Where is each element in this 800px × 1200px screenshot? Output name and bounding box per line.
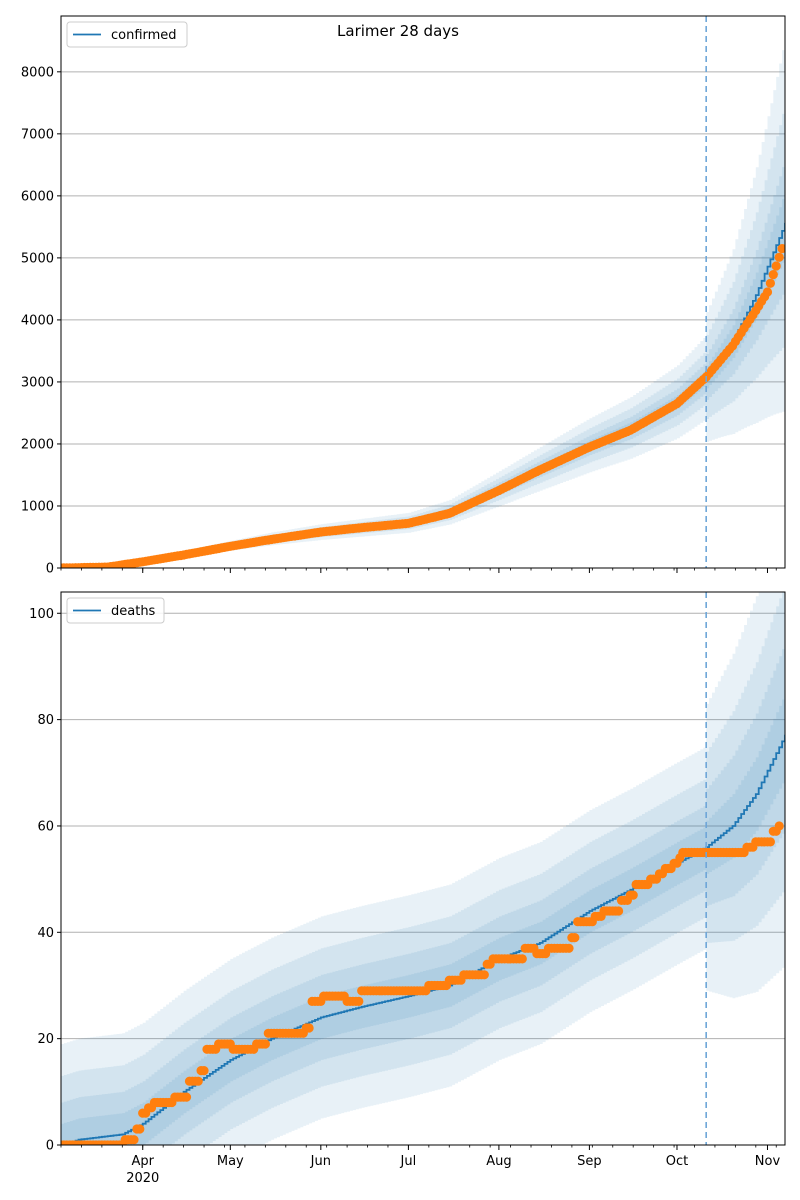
observed-point	[354, 996, 364, 1007]
axes-frame	[60, 15, 786, 569]
observed-point	[777, 244, 785, 254]
axes-frame	[60, 591, 786, 1146]
observed-point	[193, 1076, 203, 1086]
confirmed-panel: 0 1000 2000 3000 4000 5000 6000 7000 8000 confirm…	[21, 15, 786, 577]
observed-point	[129, 1135, 139, 1145]
observed-point	[199, 1066, 209, 1076]
plot-area	[61, 592, 785, 1145]
x-tick-label: May	[217, 1154, 244, 1169]
observed-point	[771, 261, 781, 271]
y-tick-label: 0	[46, 562, 54, 577]
legend: deaths	[66, 597, 165, 624]
deaths-panel: 0 20 40 60 80 100 Apr May Jun Jul Aug Sep Oct Nov 2020…	[29, 591, 786, 1186]
observed-point	[774, 252, 784, 262]
y-tick-label: 0	[46, 1139, 54, 1154]
x-tick-label: Oct	[666, 1154, 688, 1169]
y-tick-label: 80	[37, 713, 54, 728]
x-tick-label: Jun	[310, 1154, 331, 1169]
y-tick-label: 2000	[21, 437, 54, 452]
observed-point	[762, 287, 773, 297]
observed-point	[614, 906, 624, 916]
legend-label: deaths	[111, 604, 156, 619]
legend-box	[66, 597, 165, 624]
plot-area	[61, 36, 785, 568]
observed-point	[304, 1023, 314, 1033]
observed-point	[181, 1092, 192, 1102]
uncertainty-band	[61, 642, 785, 1145]
uncertainty-band	[61, 592, 785, 1145]
y-tick-label: 7000	[21, 127, 54, 142]
observed-point	[564, 943, 574, 953]
observed-point	[517, 954, 527, 964]
y-tick-label: 4000	[21, 313, 54, 328]
observed-point	[135, 1124, 145, 1134]
y-tick-label: 60	[37, 819, 54, 834]
y-tick-label: 40	[37, 926, 54, 941]
x-tick-label: Sep	[577, 1154, 602, 1169]
legend: confirmed	[66, 21, 188, 48]
chart-title: Larimer 28 days	[337, 22, 459, 40]
observed-point	[570, 933, 580, 943]
legend-box	[66, 21, 188, 48]
observed-point	[479, 970, 489, 980]
observed-point	[260, 1039, 270, 1049]
y-tick-label: 1000	[21, 499, 54, 514]
observed-point	[768, 270, 778, 280]
x-year-label: 2020	[126, 1171, 159, 1186]
y-tick-label: 8000	[21, 65, 54, 80]
uncertainty-band	[61, 102, 785, 568]
y-tick-label: 100	[29, 607, 54, 622]
y-tick-label: 5000	[21, 251, 54, 266]
uncertainty-band	[61, 36, 785, 568]
uncertainty-band	[61, 592, 785, 1145]
observed-point	[774, 821, 784, 831]
observed-point	[628, 890, 638, 900]
y-tick-label: 3000	[21, 375, 54, 390]
y-tick-label: 20	[37, 1032, 54, 1047]
y-tick-label: 6000	[21, 189, 54, 204]
x-tick-label: Aug	[486, 1154, 511, 1169]
legend-label: confirmed	[111, 28, 177, 43]
x-tick-label: Nov	[755, 1154, 781, 1169]
observed-point	[765, 837, 776, 847]
x-tick-label: Jul	[400, 1154, 417, 1169]
x-tick-label: Apr	[131, 1154, 154, 1169]
observed-point	[765, 278, 776, 288]
